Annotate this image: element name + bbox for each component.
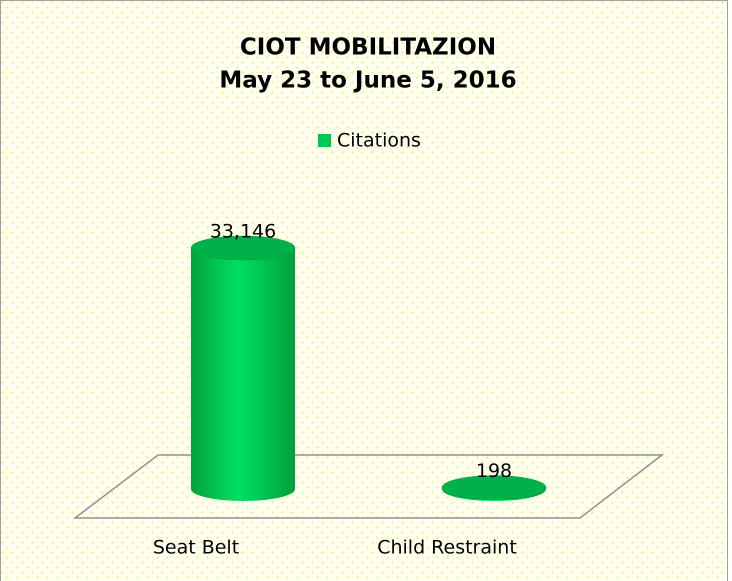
- x-tick-label: Seat Belt: [153, 537, 239, 559]
- chart-title: CIOT MOBILITAZION: [240, 35, 496, 61]
- legend-swatch: [318, 134, 331, 147]
- cylinder: [190, 235, 296, 501]
- data-label: 33,146: [210, 221, 276, 243]
- cylinder-body: [191, 248, 295, 501]
- cylinder: [441, 475, 547, 501]
- legend-label: Citations: [337, 130, 421, 152]
- data-label: 198: [476, 460, 512, 482]
- x-tick-label: Child Restraint: [377, 537, 517, 559]
- cylinder-top: [190, 235, 296, 261]
- chart-subtitle: May 23 to June 5, 2016: [219, 68, 516, 94]
- cylinder-top: [441, 475, 547, 500]
- floor: [72, 454, 665, 519]
